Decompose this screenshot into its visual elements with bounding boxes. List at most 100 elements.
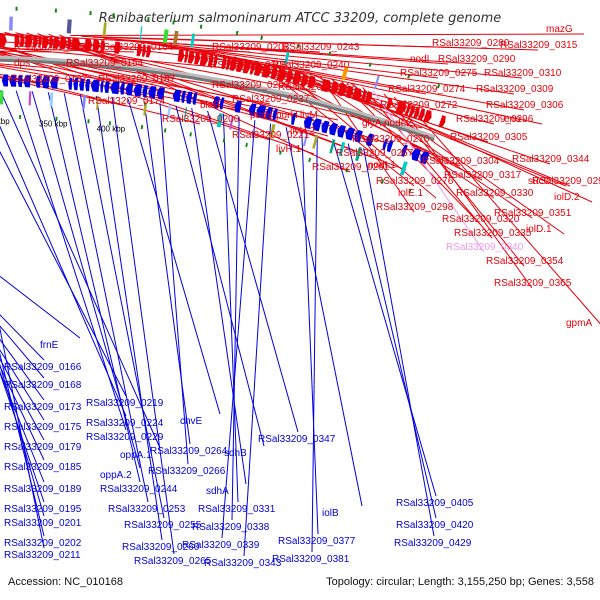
reverse-gene-arrow <box>148 85 157 99</box>
leader-line <box>0 50 53 53</box>
reverse-gene-arrow <box>266 106 274 120</box>
leader-line <box>92 36 471 49</box>
leader-line <box>0 63 53 69</box>
gene-label-forward: RSal33209_0298 <box>376 202 454 213</box>
forward-gene-arrow <box>253 63 262 76</box>
reverse-gene-arrow <box>234 100 242 113</box>
reverse-gene-arrow <box>100 80 104 93</box>
gene-label-forward: iolE.1 <box>398 188 423 199</box>
leader-line <box>341 81 481 225</box>
gene-label-reverse: RSal33209_0381 <box>272 554 350 565</box>
gene-label-forward: iolD.1 <box>526 224 552 235</box>
leader-line <box>207 110 299 433</box>
forward-gene-arrow <box>84 38 93 52</box>
gene-label-forward: livM <box>300 110 318 121</box>
gene-label-reverse: iolB <box>322 508 339 519</box>
gene-label-forward: iolD.2 <box>554 192 580 203</box>
gene-label-reverse: RSal33209_0179 <box>4 442 82 453</box>
leader-line <box>191 108 247 485</box>
gene-label-forward: RSal33209_0135 <box>14 42 92 53</box>
leader-line <box>221 120 256 539</box>
reverse-gene-arrow <box>73 78 79 91</box>
gene-label-forward: RSal33209_0209 <box>212 80 290 91</box>
gene-label-forward: livH.1 <box>276 144 301 155</box>
leader-line <box>48 33 407 171</box>
rna-mark <box>108 121 111 126</box>
rna-mark <box>87 119 90 124</box>
gene-label-forward: RSal33209_0296 <box>456 114 534 125</box>
map-title: Renibacterium salmoninarum ATCC 33209, c… <box>99 11 502 26</box>
gene-label-forward: nodI <box>410 54 429 65</box>
gene-label-reverse: RSal33209_0201 <box>4 518 82 529</box>
forward-gene-arrow <box>404 103 411 116</box>
leader-line <box>0 90 161 449</box>
leader-line <box>0 77 127 107</box>
reverse-feature-block <box>96 95 100 111</box>
gene-label-forward: RSal33209_0200 <box>162 114 240 125</box>
forward-gene-arrow <box>417 107 425 121</box>
forward-gene-arrow <box>49 36 54 49</box>
leader-line <box>404 99 600 325</box>
reverse-gene-arrow <box>256 104 267 118</box>
rna-mark <box>296 43 300 49</box>
reverse-feature-block <box>229 115 234 130</box>
leader-line <box>0 358 45 441</box>
gene-label-forward: RSal33209_0240 <box>272 60 350 71</box>
rna-mark <box>408 188 412 193</box>
gene-label-reverse: RSal33209_0260 <box>122 542 200 553</box>
leader-line <box>0 66 239 111</box>
gene-label-forward: livH.2 <box>290 126 315 137</box>
gene-label-forward: RSal33209_0306 <box>486 100 564 111</box>
gene-label-forward: gpmA <box>566 318 592 329</box>
gene-label-reverse: oppA.1 <box>120 450 152 461</box>
reverse-gene-arrow <box>9 74 17 87</box>
leader-line <box>175 105 265 447</box>
forward-gene-arrow <box>225 57 231 70</box>
gene-label-reverse: RSal33209_0339 <box>182 540 260 551</box>
gene-label-reverse: RSal33209_0266 <box>148 466 226 477</box>
reverse-gene-arrow <box>156 87 165 100</box>
backbone-shadow <box>0 55 436 141</box>
forward-gene-arrow <box>337 83 347 97</box>
gene-label-reverse: RSal33209_0189 <box>4 484 82 495</box>
leader-line <box>136 41 523 79</box>
gene-label-forward: RSal33209_0221 <box>232 130 310 141</box>
accession-text: Accession: NC_010168 <box>8 576 123 588</box>
reverse-gene-arrow <box>192 92 198 105</box>
forward-gene-arrow <box>177 49 185 63</box>
leader-line <box>301 131 319 535</box>
forward-gene-arrow <box>352 87 362 101</box>
backbone-line <box>0 58 435 142</box>
reverse-gene-arrow <box>186 91 193 104</box>
forward-gene-arrow <box>395 100 406 114</box>
gene-label-reverse: RSal33209_0166 <box>4 362 82 373</box>
forward-gene-arrow <box>423 109 432 123</box>
reverse-gene-arrow <box>142 85 148 98</box>
reverse-gene-arrow <box>181 90 186 103</box>
reverse-gene-arrow <box>272 108 278 121</box>
gene-label-forward: RSal33209_0330 <box>456 188 534 199</box>
gene-label-forward: purH <box>276 110 298 121</box>
forward-gene-arrow <box>360 89 367 103</box>
gene-label-forward: mazG <box>546 24 573 35</box>
rna-mark <box>199 24 203 29</box>
reverse-feature-block <box>28 91 32 106</box>
gene-label-forward: RSal33209_0154 <box>66 58 144 69</box>
forward-gene-arrow <box>199 53 208 66</box>
reverse-gene-arrow <box>401 144 408 157</box>
reverse-gene-arrow <box>345 127 355 141</box>
forward-gene-arrow <box>67 37 72 50</box>
forward-gene-arrow <box>320 78 331 93</box>
reverse-gene-arrow <box>79 78 85 91</box>
gene-label-reverse: RSal33209_0229 <box>86 432 164 443</box>
forward-gene-arrow <box>53 36 60 49</box>
reverse-gene-arrow <box>23 75 31 88</box>
tick-label: 350 kbp <box>39 120 68 129</box>
gene-label-reverse: RSal33209_0219 <box>86 398 164 409</box>
leader-line <box>0 45 329 137</box>
gene-label-reverse: RSal33209_0377 <box>278 536 356 547</box>
gene-label-reverse: RSal33209_0338 <box>192 522 270 533</box>
reverse-feature-block <box>49 92 54 107</box>
rna-mark <box>140 125 144 130</box>
